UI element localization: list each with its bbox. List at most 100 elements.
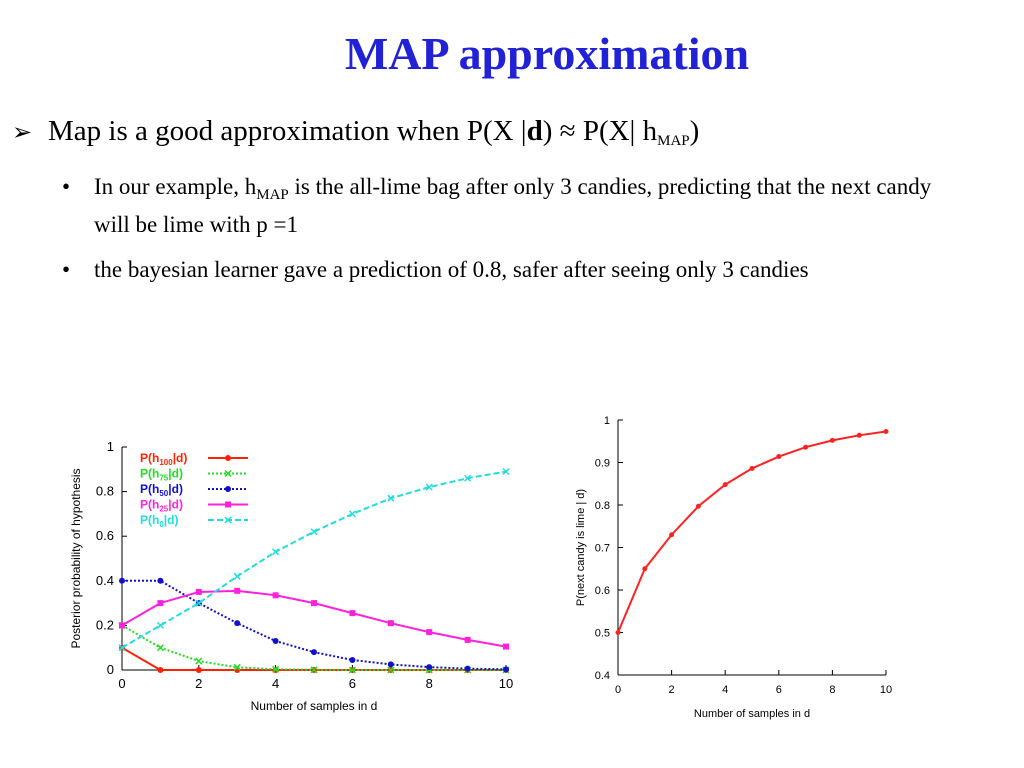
data-point	[883, 428, 889, 434]
data-point	[272, 638, 279, 645]
series-line	[119, 587, 509, 650]
data-point	[349, 656, 356, 663]
x-tick-label: 10	[499, 676, 513, 691]
y-tick-label: 0.6	[595, 585, 610, 597]
bullet-dot-icon: •	[62, 257, 71, 282]
data-point	[387, 494, 395, 502]
data-point	[464, 665, 471, 672]
data-point	[157, 600, 164, 607]
series-path	[121, 589, 507, 648]
x-axis-label: Number of samples in d	[694, 708, 810, 720]
y-tick-label: 0.2	[96, 617, 114, 632]
series-line	[118, 467, 510, 652]
y-tick-label: 0.7	[595, 543, 610, 555]
main-bullet-text-post: )	[689, 115, 700, 147]
x-tick-label: 0	[118, 676, 125, 691]
data-point	[224, 469, 232, 478]
data-point	[234, 587, 241, 594]
x-tick-label: 6	[776, 684, 782, 696]
data-point	[310, 666, 318, 674]
data-point	[776, 454, 782, 460]
main-bullet-text-bold: d	[526, 115, 543, 147]
data-point	[195, 657, 203, 665]
y-tick-label: 0.4	[595, 670, 610, 682]
data-point	[669, 532, 675, 538]
data-point	[464, 636, 471, 643]
y-tick-label: 0.6	[96, 528, 114, 543]
y-tick-label: 0.8	[595, 500, 610, 512]
legend-label: P(h50|d)	[140, 482, 183, 498]
main-bullet-text-mid: ) ≈ P(X| h	[542, 115, 658, 147]
main-bullet-subscript: MAP	[657, 133, 690, 149]
x-tick-label: 2	[195, 676, 202, 691]
data-point	[234, 620, 241, 627]
sub-bullet-2: • the bayesian learner gave a prediction…	[62, 255, 932, 284]
data-point	[695, 503, 701, 509]
data-point	[233, 572, 241, 580]
x-tick-label: 8	[829, 684, 835, 696]
series-line	[615, 428, 889, 635]
series-path	[121, 470, 507, 649]
arrow-bullet-icon: ➢	[12, 118, 33, 146]
data-point	[272, 548, 280, 556]
data-point	[856, 432, 862, 438]
x-tick-label: 6	[349, 676, 356, 691]
y-tick-label: 1	[604, 415, 610, 427]
y-axis-label: Posterior probability of hypothesis	[69, 468, 83, 648]
main-bullet-text-pre: Map is a good approximation when P(X |	[48, 115, 527, 147]
bullet-dot-icon: •	[62, 174, 71, 199]
data-point	[464, 474, 472, 482]
data-point	[387, 666, 395, 674]
sub-bullet-2-text: the bayesian learner gave a prediction o…	[94, 257, 809, 282]
data-point	[272, 665, 280, 673]
legend-label: P(h100|d)	[140, 451, 187, 467]
data-point	[311, 649, 317, 656]
data-point	[225, 486, 231, 492]
legend-label: P(h25|d)	[140, 498, 183, 514]
data-point	[829, 437, 835, 443]
data-point	[311, 600, 317, 607]
data-point	[310, 528, 318, 536]
series-path	[122, 579, 507, 671]
y-tick-label: 0	[107, 662, 114, 677]
y-tick-label: 1	[107, 439, 114, 454]
data-point	[349, 610, 356, 617]
data-point	[722, 482, 728, 488]
data-point	[642, 566, 648, 572]
series-path	[121, 624, 506, 671]
data-point	[157, 577, 164, 584]
data-point	[119, 577, 125, 584]
data-point	[502, 467, 510, 476]
data-point	[156, 621, 164, 629]
data-point	[426, 664, 433, 671]
data-point	[233, 663, 241, 671]
data-point	[503, 666, 509, 673]
data-point	[749, 465, 755, 471]
data-point	[225, 501, 231, 508]
x-tick-label: 4	[722, 684, 728, 696]
y-tick-label: 0.9	[595, 458, 610, 470]
data-point	[195, 667, 202, 673]
data-point	[225, 455, 231, 461]
x-tick-label: 4	[272, 676, 279, 691]
data-point	[272, 592, 279, 599]
data-point	[195, 599, 203, 607]
main-bullet: ➢ Map is a good approximation when P(X |d…	[12, 112, 1012, 160]
x-tick-label: 8	[426, 676, 433, 691]
data-point	[348, 666, 356, 674]
slide-title: MAP approximation	[344, 28, 750, 79]
sub-bullet-1-subscript: MAP	[256, 187, 289, 203]
sub-bullet-1-text: In our example, hMAP is the all-lime bag…	[94, 172, 932, 239]
x-tick-label: 2	[669, 684, 675, 696]
data-point	[387, 661, 394, 668]
sub-bullet-1-pre: In our example, h	[94, 174, 257, 199]
legend-label: P(h75|d)	[140, 467, 183, 483]
data-point	[803, 444, 809, 450]
series-path	[617, 430, 887, 633]
legend-label: P(h0|d)	[140, 513, 178, 529]
sub-bullet-1-post: is the all-lime bag after only 3 candies…	[94, 174, 932, 237]
data-point	[348, 510, 356, 518]
data-point	[119, 622, 125, 629]
data-point	[426, 629, 433, 636]
